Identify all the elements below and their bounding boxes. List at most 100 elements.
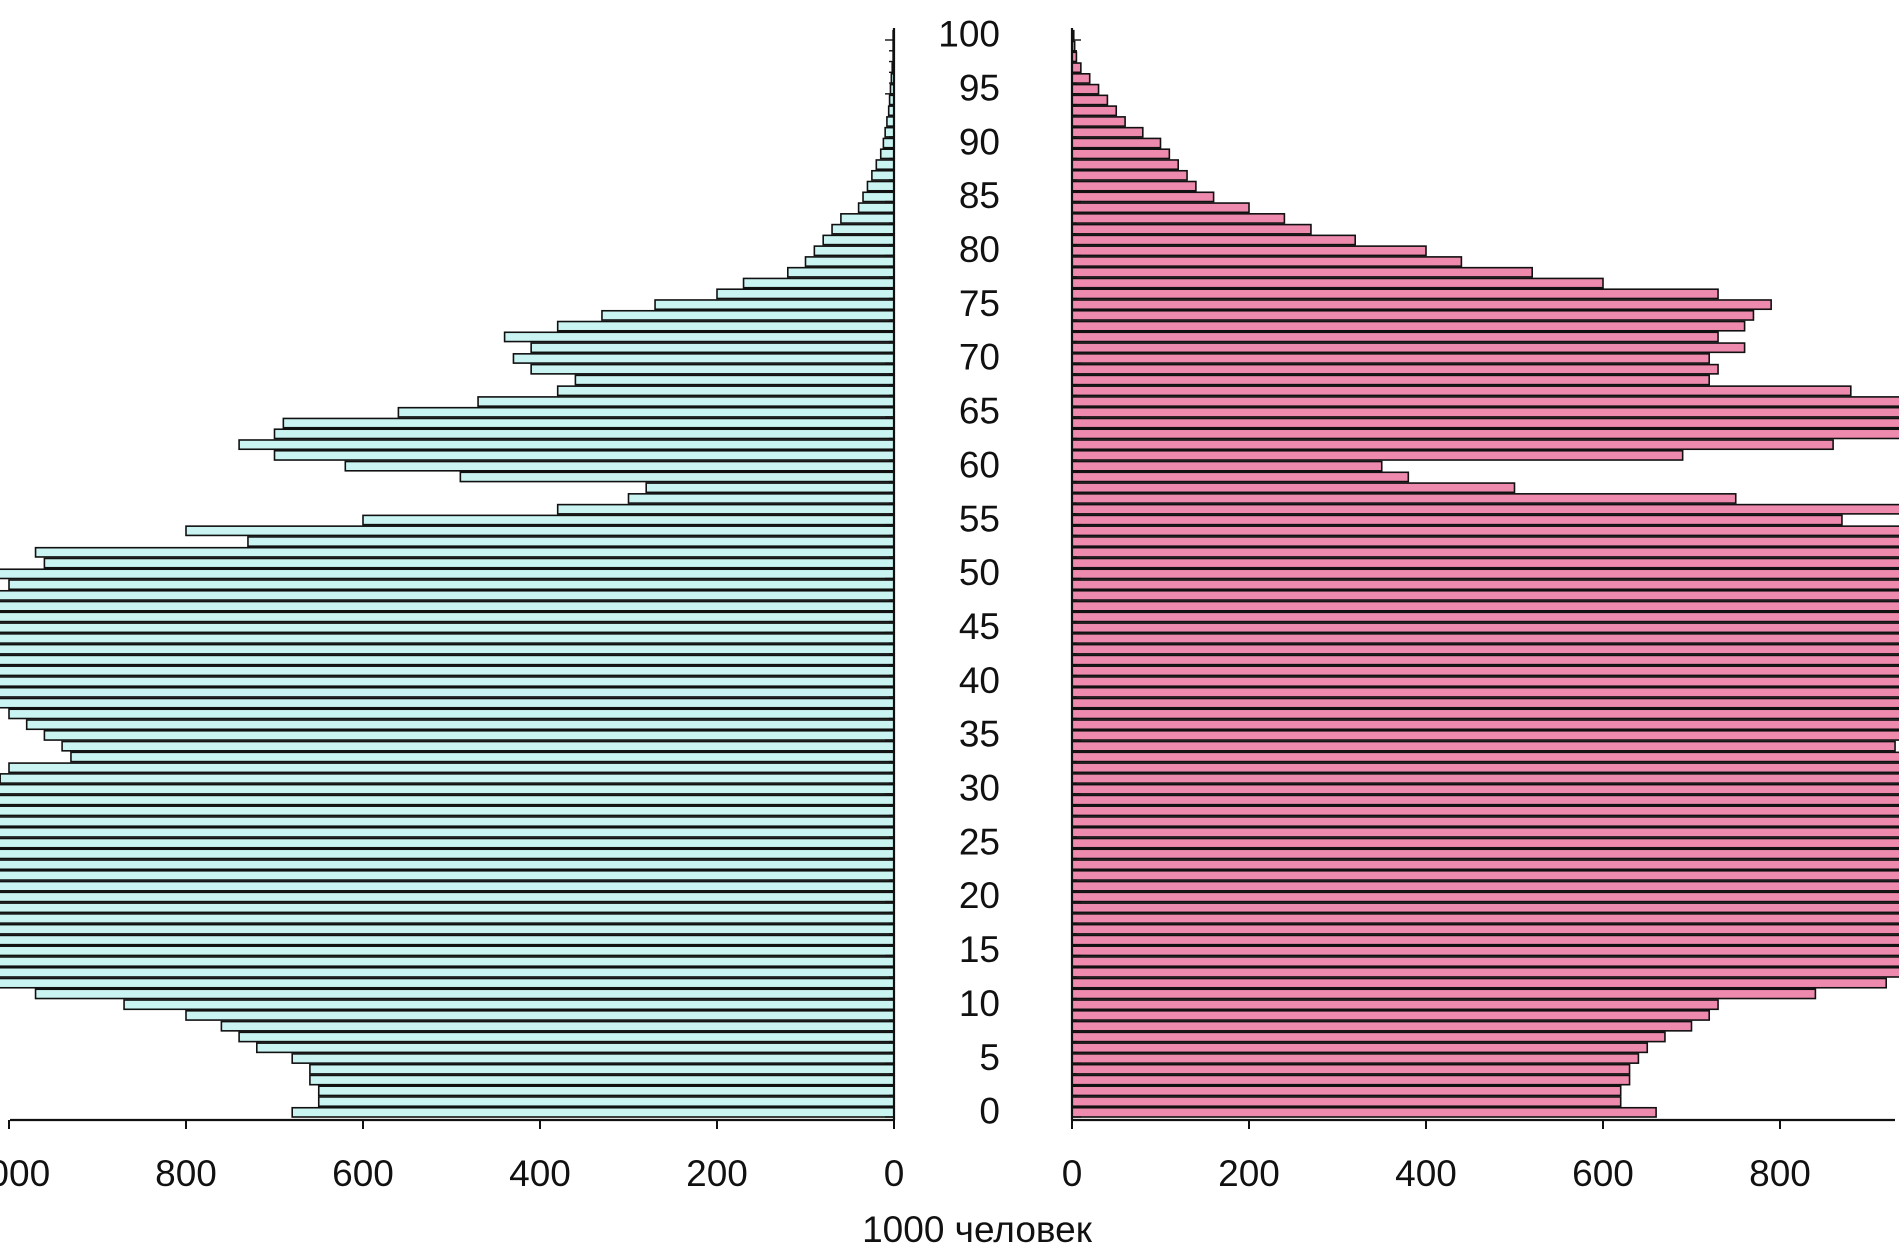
left-bar-age-47 bbox=[0, 600, 895, 612]
left-bar-age-40 bbox=[0, 676, 895, 687]
right-bar-age-25 bbox=[1071, 837, 1899, 849]
age-label-70: 70 bbox=[959, 337, 1000, 378]
left-x-tick-label-1000: 1000 bbox=[0, 1153, 50, 1194]
right-bar-age-46 bbox=[1071, 611, 1899, 623]
right-bar-age-63 bbox=[1071, 428, 1899, 440]
left-bar-age-0 bbox=[291, 1106, 895, 1118]
right-bar-age-72 bbox=[1071, 331, 1719, 343]
right-bar-age-79 bbox=[1071, 256, 1463, 267]
left-bar-age-3 bbox=[309, 1074, 895, 1086]
right-bar-age-84 bbox=[1071, 202, 1250, 214]
right-bar-age-34 bbox=[1071, 740, 1896, 752]
right-bar-age-88 bbox=[1071, 159, 1179, 171]
left-bar-age-19 bbox=[0, 902, 895, 914]
right-bar-age-91 bbox=[1071, 126, 1144, 138]
right-bar-age-7 bbox=[1071, 1031, 1666, 1043]
left-bar-age-15 bbox=[0, 945, 895, 957]
left-bar-age-27 bbox=[0, 816, 895, 828]
right-bar-age-19 bbox=[1071, 902, 1899, 914]
right-bar-age-54 bbox=[1071, 525, 1899, 537]
right-bar-age-69 bbox=[1071, 363, 1719, 375]
left-bar-age-84 bbox=[857, 202, 895, 214]
right-bar-age-0 bbox=[1071, 1106, 1657, 1118]
left-bar-age-67 bbox=[556, 385, 895, 397]
right-bar-age-17 bbox=[1071, 923, 1899, 935]
right-bar-age-58 bbox=[1071, 482, 1516, 494]
x-tick-labels-group: 1400120010008006004002000020040060080010… bbox=[0, 1153, 1811, 1194]
left-bar-age-43 bbox=[0, 643, 895, 655]
right-bar-age-22 bbox=[1071, 869, 1899, 881]
left-bar-age-73 bbox=[556, 320, 895, 332]
left-bar-age-9 bbox=[185, 1009, 895, 1021]
age-label-5: 5 bbox=[979, 1037, 1000, 1078]
left-bar-age-52 bbox=[34, 546, 895, 558]
axes-group bbox=[8, 28, 1895, 1129]
right-bar-age-96 bbox=[1071, 73, 1091, 84]
left-bar-age-28 bbox=[0, 805, 895, 817]
age-label-55: 55 bbox=[959, 498, 1000, 539]
right-bar-age-4 bbox=[1071, 1063, 1631, 1075]
right-bar-age-43 bbox=[1071, 643, 1899, 655]
age-label-90: 90 bbox=[959, 121, 1000, 162]
right-x-tick-label-400: 400 bbox=[1395, 1153, 1457, 1194]
left-bar-age-18 bbox=[0, 913, 895, 924]
left-bar-age-50 bbox=[0, 568, 895, 580]
left-bar-age-11 bbox=[34, 988, 895, 1000]
age-label-80: 80 bbox=[959, 229, 1000, 270]
left-bar-age-29 bbox=[0, 794, 895, 806]
age-label-45: 45 bbox=[959, 606, 1000, 647]
age-label-75: 75 bbox=[959, 283, 1000, 324]
right-bar-age-83 bbox=[1071, 213, 1286, 224]
right-bar-age-92 bbox=[1071, 116, 1126, 127]
left-bar-age-1 bbox=[317, 1096, 895, 1108]
left-bar-age-24 bbox=[0, 848, 895, 860]
left-x-tick-label-800: 800 bbox=[155, 1153, 217, 1194]
right-bar-age-52 bbox=[1071, 546, 1899, 558]
right-bar-age-70 bbox=[1071, 353, 1711, 364]
left-bar-age-38 bbox=[0, 697, 895, 709]
right-bar-age-31 bbox=[1071, 773, 1899, 784]
left-bar-age-57 bbox=[627, 493, 895, 504]
left-bar-age-72 bbox=[503, 331, 895, 343]
right-bar-age-28 bbox=[1071, 805, 1899, 817]
right-bar-age-94 bbox=[1071, 94, 1109, 106]
right-bar-age-77 bbox=[1071, 277, 1604, 289]
right-bar-age-37 bbox=[1071, 708, 1899, 720]
right-bar-age-61 bbox=[1071, 449, 1684, 461]
right-bar-age-10 bbox=[1071, 999, 1719, 1011]
left-bar-age-37 bbox=[8, 708, 895, 720]
age-label-85: 85 bbox=[959, 175, 1000, 216]
right-bar-age-57 bbox=[1071, 493, 1737, 504]
right-bar-age-21 bbox=[1071, 880, 1899, 892]
right-x-tick-label-0: 0 bbox=[1062, 1153, 1083, 1194]
left-bar-age-70 bbox=[512, 353, 895, 364]
right-bar-age-8 bbox=[1071, 1020, 1693, 1032]
right-x-tick-label-200: 200 bbox=[1218, 1153, 1280, 1194]
right-bar-age-40 bbox=[1071, 676, 1899, 687]
left-bar-age-66 bbox=[477, 396, 895, 407]
right-bar-age-67 bbox=[1071, 385, 1852, 397]
right-bar-age-90 bbox=[1071, 137, 1162, 149]
left-bar-age-64 bbox=[282, 417, 895, 429]
right-bar-age-6 bbox=[1071, 1042, 1649, 1054]
left-bar-age-65 bbox=[397, 406, 895, 418]
right-bar-age-87 bbox=[1071, 169, 1188, 181]
left-bar-age-49 bbox=[8, 579, 895, 591]
left-bar-age-90 bbox=[882, 137, 895, 149]
left-bar-age-48 bbox=[0, 589, 895, 601]
right-bar-age-24 bbox=[1071, 848, 1899, 860]
age-label-60: 60 bbox=[959, 444, 1000, 485]
left-bar-age-88 bbox=[875, 159, 895, 171]
right-bar-age-95 bbox=[1071, 83, 1100, 95]
left-bar-age-31 bbox=[0, 773, 895, 784]
left-bar-age-17 bbox=[0, 923, 895, 935]
left-bar-age-81 bbox=[822, 234, 895, 246]
right-bar-age-13 bbox=[1071, 966, 1899, 978]
age-label-50: 50 bbox=[959, 552, 1000, 593]
left-bar-age-30 bbox=[0, 783, 895, 795]
left-bars-group bbox=[0, 29, 895, 1118]
left-bar-age-61 bbox=[273, 449, 895, 461]
left-bar-age-14 bbox=[0, 956, 895, 968]
left-bar-age-77 bbox=[742, 277, 895, 289]
right-bar-age-93 bbox=[1071, 105, 1118, 117]
